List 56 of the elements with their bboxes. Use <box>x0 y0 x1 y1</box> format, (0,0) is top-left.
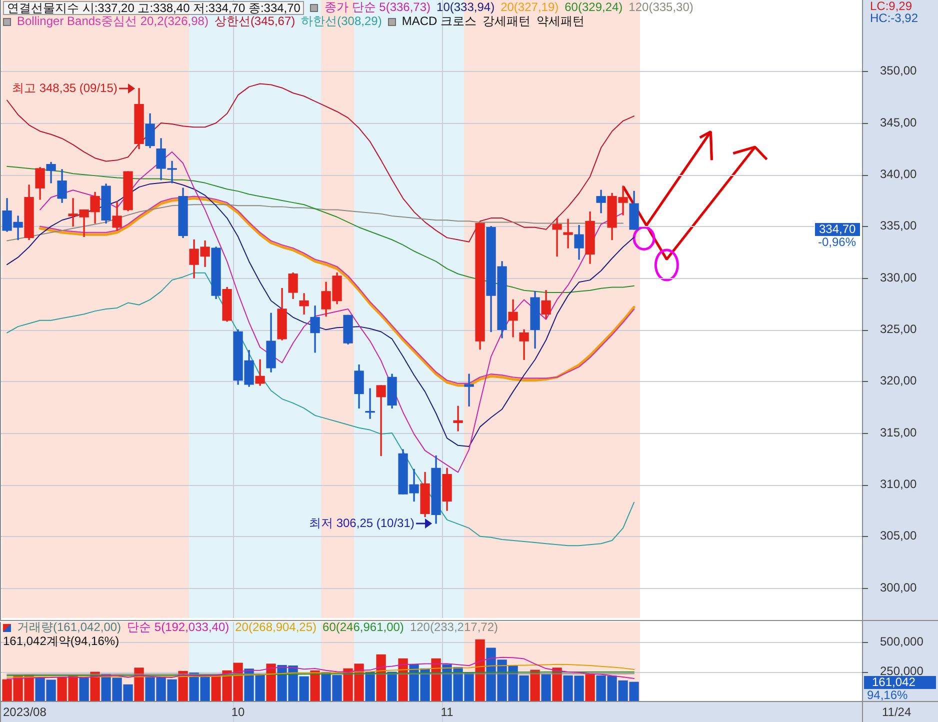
x-tick-label: 11 <box>440 704 454 719</box>
text: 2023/08 <box>3 705 46 719</box>
y-tick-label: 335,00 <box>880 218 918 233</box>
bar <box>541 674 551 701</box>
text: 20(268,904,25) <box>235 620 317 634</box>
text: 60(329,24) <box>564 0 623 14</box>
y-tick-label: 350,00 <box>880 64 918 78</box>
bar <box>475 639 485 701</box>
annotation: 강세패턴 <box>482 14 531 28</box>
text: HC:-3,92 <box>870 11 918 25</box>
bar <box>310 670 320 701</box>
text: 60(246,961,00) <box>322 620 404 634</box>
chart-title: 연결선물지수 시:337,20 고:338,40 저:334,70 종:334,70 <box>3 0 304 14</box>
annotation: 최고 348,35 (09/15) <box>12 81 118 95</box>
annotation: 최저 306,25 (10/31) <box>309 516 414 530</box>
y-tick-label: 300,00 <box>880 580 918 594</box>
bar <box>376 654 386 701</box>
text: 10(333,94) <box>436 0 495 14</box>
candlestick <box>464 374 474 406</box>
y-tick-label: 325,00 <box>880 322 918 336</box>
x-tick-label: 10 <box>231 704 246 719</box>
annotation: 161,042계약(94,16%) <box>3 634 120 648</box>
text: 단순 5(192,033,40) <box>127 620 230 634</box>
text: 종가 단순 5(336,73) <box>324 0 431 14</box>
legend-label: 거래량(161,042,00) <box>17 620 122 634</box>
y-tick-label: 320,00 <box>880 374 918 388</box>
text: 상한선(345,67) <box>214 14 296 28</box>
y-tick-label: 500,000 <box>880 634 924 649</box>
text: 120(335,30) <box>628 0 694 14</box>
bar <box>431 658 441 701</box>
y-tick-label: 330,00 <box>880 270 918 284</box>
text: 하한선(308,29) <box>301 14 382 28</box>
candlestick <box>563 218 573 248</box>
y-tick-label: 310,00 <box>880 477 918 491</box>
y-tick-label: 345,00 <box>880 115 918 130</box>
y-tick-label: 315,00 <box>880 425 918 440</box>
bar <box>79 678 89 701</box>
text: Bollinger Bands중심선 20,2(326,98) <box>17 14 208 28</box>
bar <box>134 668 144 701</box>
text: 334,70 <box>815 222 860 236</box>
text: 20(327,19) <box>500 0 559 14</box>
text: 11/24 <box>882 705 912 719</box>
text: LC:9,29 <box>870 0 912 13</box>
annotation: 약세패턴 <box>536 14 585 28</box>
bar <box>266 664 276 701</box>
y-tick-label: 340,00 <box>880 166 918 181</box>
bar <box>365 672 375 701</box>
annotation: MACD 크로스 <box>402 14 477 28</box>
bar <box>530 670 540 701</box>
y-tick-label: 305,00 <box>880 528 918 543</box>
bar <box>585 674 595 701</box>
text: 161,042 <box>864 675 936 689</box>
bar <box>387 672 397 701</box>
text: -0,96% <box>818 235 856 249</box>
text: 120(233,217,72) <box>410 620 498 634</box>
text: 94,16% <box>867 688 908 702</box>
